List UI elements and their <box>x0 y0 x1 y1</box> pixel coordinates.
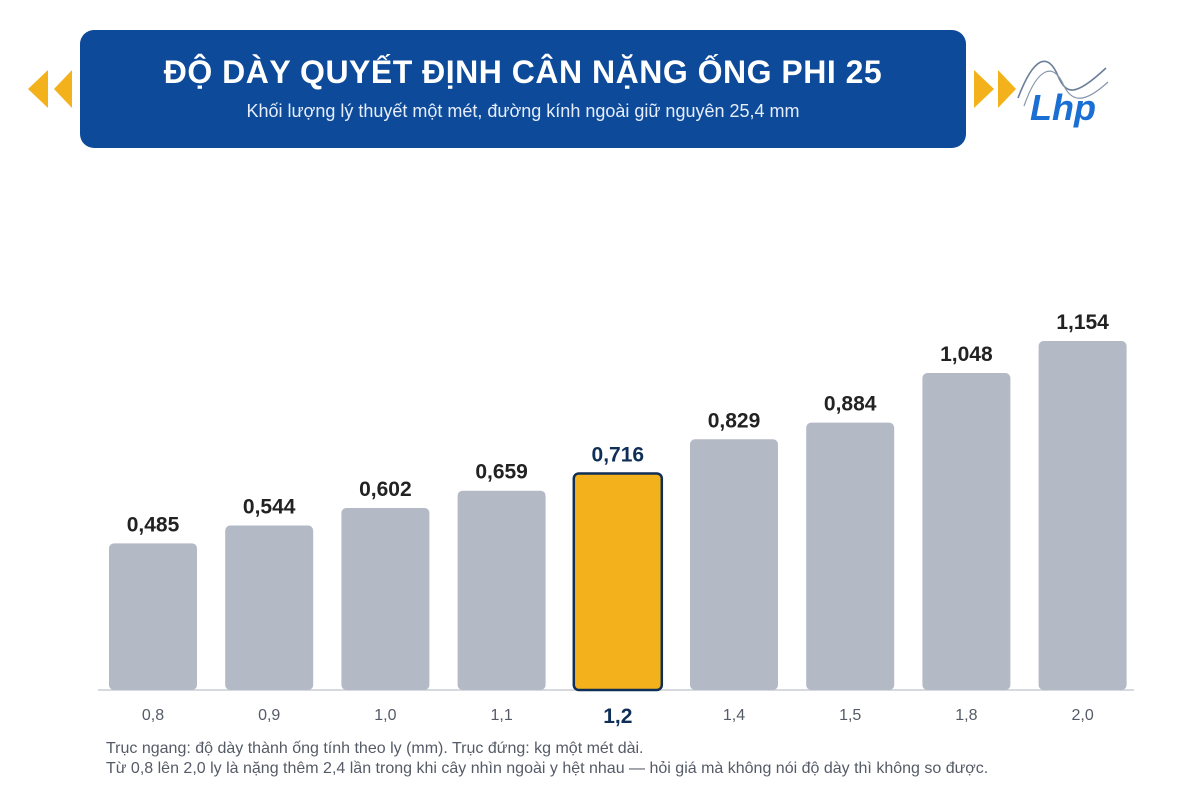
bar <box>341 507 430 690</box>
data-label: 0,659 <box>475 461 528 484</box>
bar <box>806 422 895 690</box>
x-tick-label: 1,5 <box>839 707 861 724</box>
data-label: 1,154 <box>1056 311 1109 334</box>
footnote-line-2: Từ 0,8 lên 2,0 ly là nặng thêm 2,4 lần t… <box>106 760 989 777</box>
chart-subtitle: Khối lượng lý thuyết một mét, đường kính… <box>246 101 800 121</box>
right-arrows-icon <box>972 68 1020 110</box>
x-tick-label: 1,0 <box>374 707 396 724</box>
title-banner: ĐỘ DÀY QUYẾT ĐỊNH CÂN NẶNG ỐNG PHI 25 Kh… <box>80 30 966 148</box>
bar <box>109 543 197 690</box>
bar <box>225 525 314 690</box>
data-label: 0,544 <box>243 495 296 518</box>
bar <box>457 490 546 690</box>
footnote-line-1: Trục ngang: độ dày thành ống tính theo l… <box>106 740 644 757</box>
data-label: 0,884 <box>824 393 877 416</box>
data-label: 0,829 <box>708 409 761 432</box>
bar <box>690 439 778 690</box>
x-tick-label: 2,0 <box>1071 707 1093 724</box>
x-tick-label: 1,2 <box>603 705 632 728</box>
x-tick-label: 1,4 <box>723 707 745 724</box>
data-label: 0,716 <box>592 443 645 466</box>
chart-title: ĐỘ DÀY QUYẾT ĐỊNH CÂN NẶNG ỐNG PHI 25 <box>163 54 883 90</box>
bar-highlighted <box>572 472 664 692</box>
data-label: 0,485 <box>127 513 180 536</box>
lhp-logo-icon: Lhp <box>1014 46 1110 130</box>
bar <box>922 373 1011 690</box>
x-tick-label: 1,8 <box>955 707 977 724</box>
data-label: 0,602 <box>359 478 412 501</box>
x-tick-label: 0,9 <box>258 707 280 724</box>
x-tick-label: 0,8 <box>142 707 164 724</box>
bar <box>1038 341 1127 690</box>
logo-text: Lhp <box>1030 87 1096 128</box>
data-label: 1,048 <box>940 343 993 366</box>
left-arrows-icon <box>28 68 76 110</box>
chart-footnote: Trục ngang: độ dày thành ống tính theo l… <box>106 739 1166 779</box>
x-tick-label: 1,1 <box>490 707 512 724</box>
